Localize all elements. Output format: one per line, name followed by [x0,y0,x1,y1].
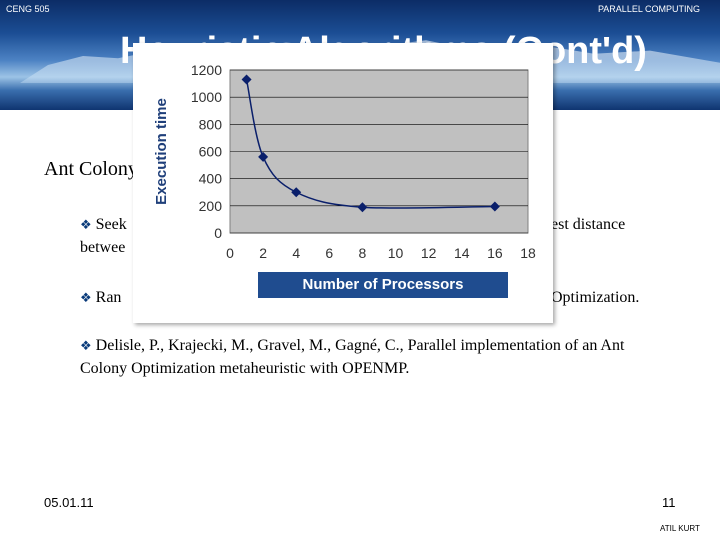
x-tick-label: 0 [226,245,234,261]
x-tick-label: 2 [259,245,267,261]
x-tick-label: 18 [520,245,536,261]
bullet-1-text-line2: betwee [80,239,126,256]
diamond-bullet-icon: ❖ [80,218,92,233]
execution-time-chart: 0 200 400 600 800 1000 1200 0 2 4 6 8 10 12 14 16 18 Exec… [133,43,553,323]
author-name: ATIL KURT [660,524,700,533]
x-axis-label: Number of Processors [258,272,508,298]
chart-svg: 0 200 400 600 800 1000 1200 0 2 4 6 8 10 12 14 16 18 Exec… [153,62,536,261]
y-tick-label: 0 [214,225,222,241]
x-tick-label: 4 [292,245,300,261]
data-point [241,74,252,85]
y-axis-label: Execution time [153,98,170,205]
data-point [258,151,269,162]
bullet-2: ❖ Ran [80,287,680,310]
y-tick-label: 600 [199,144,223,160]
y-tick-label: 800 [199,116,223,132]
course-subject: PARALLEL COMPUTING [597,4,700,14]
diamond-bullet-icon: ❖ [80,339,92,354]
bullet-1-text-right: est distance [551,216,626,233]
bullet-1: ❖ Seek betwee [80,214,680,259]
x-tick-label: 10 [388,245,404,261]
data-point [291,187,302,198]
bullet-1-text: Seek [95,216,127,233]
y-tick-label: 400 [199,171,223,187]
y-tick-label: 200 [199,198,223,214]
diamond-bullet-icon: ❖ [80,291,92,306]
x-tick-label: 14 [454,245,470,261]
course-code: CENG 505 [6,4,50,14]
bullet-2-text: Ran [95,289,122,306]
slide-date: 05.01.11 [44,495,94,510]
bullet-2-text-right: Optimization. [551,289,640,306]
x-tick-label: 16 [487,245,503,261]
series-line [245,79,495,209]
x-tick-label: 6 [325,245,333,261]
data-point [489,201,500,212]
data-point [357,202,368,213]
page-number: 11 [662,495,676,510]
x-tick-label: 12 [421,245,437,261]
x-tick-label: 8 [359,245,367,261]
bullet-3-text: Delisle, P., Krajecki, M., Gravel, M., G… [80,337,625,377]
y-tick-label: 1000 [191,89,222,105]
y-tick-label: 1200 [191,62,222,78]
bullet-3: ❖ Delisle, P., Krajecki, M., Gravel, M., … [80,335,640,380]
